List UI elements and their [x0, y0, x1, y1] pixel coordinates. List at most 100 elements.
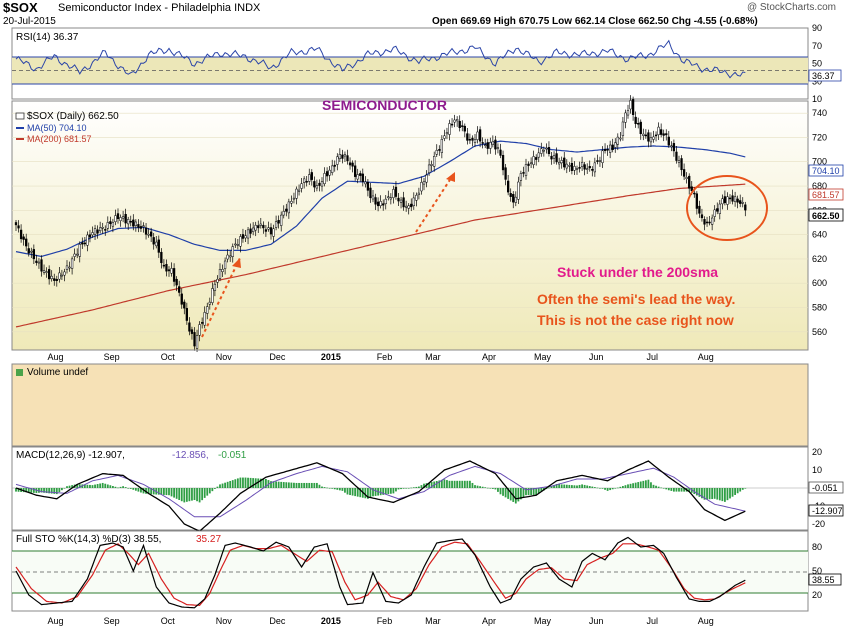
price-candle	[114, 215, 117, 222]
price-candle	[489, 142, 492, 149]
price-candle	[741, 202, 744, 204]
price-candle	[239, 236, 242, 247]
macd-histogram-bar	[384, 488, 387, 495]
macd-histogram-bar	[137, 488, 140, 492]
price-candle	[81, 242, 84, 245]
price-candle	[165, 264, 168, 272]
macd-histogram-bar	[157, 488, 160, 495]
price-candle	[175, 278, 178, 286]
price-candle	[624, 112, 627, 123]
price-candle	[537, 152, 540, 158]
macd-histogram-bar	[573, 485, 576, 488]
price-candle	[514, 196, 517, 203]
macd-histogram-bar	[356, 488, 359, 497]
macd-histogram-bar	[78, 484, 81, 488]
macd-histogram-bar	[430, 482, 433, 488]
x-axis-month-label: Dec	[269, 352, 286, 362]
macd-histogram-bar	[440, 479, 443, 488]
price-candle	[269, 227, 273, 235]
macd-histogram-bar	[530, 488, 532, 496]
stochastic-legend-a: Full STO %K(14,3) %D(3) 38.55,	[16, 534, 161, 545]
price-candle	[509, 193, 512, 197]
price-candle	[249, 228, 252, 234]
macd-histogram-bar	[581, 484, 583, 488]
price-candle	[527, 163, 530, 166]
macd-histogram-bar	[76, 484, 79, 488]
price-candle	[466, 133, 469, 141]
price-candle	[277, 219, 280, 224]
price-candle	[718, 203, 721, 214]
trend-arrow-2-head	[446, 172, 455, 182]
price-candle	[111, 222, 115, 227]
macd-histogram-bar	[397, 488, 400, 490]
stochastic-tick-label: 20	[812, 590, 822, 600]
price-candle	[512, 194, 515, 203]
macd-histogram-bar	[165, 488, 168, 496]
x-axis-month-label: Sep	[104, 352, 120, 362]
price-candle	[346, 155, 349, 162]
x-axis-month-label: Nov	[216, 352, 233, 362]
macd-histogram-bar	[423, 483, 425, 488]
price-candle	[27, 248, 30, 254]
ma200-last-label: 681.57	[812, 190, 840, 200]
price-candle	[221, 269, 224, 272]
price-candle	[435, 149, 438, 155]
macd-histogram-bar	[55, 488, 58, 495]
price-candle	[619, 137, 622, 140]
price-candle	[580, 162, 584, 168]
macd-histogram-bar	[392, 488, 395, 494]
macd-histogram-bar	[537, 488, 540, 494]
price-candle	[167, 269, 171, 272]
price-candle	[50, 275, 53, 279]
macd-histogram-bar	[224, 482, 226, 488]
macd-histogram-bar	[122, 486, 124, 488]
price-candle	[644, 134, 648, 137]
macd-tick-label: 20	[812, 447, 822, 457]
price-legend-ma50: MA(50) 704.10	[27, 123, 87, 133]
macd-histogram-bar	[364, 488, 367, 499]
price-candle	[586, 168, 589, 170]
price-candle	[675, 151, 678, 161]
macd-histogram-bar	[729, 488, 731, 499]
macd-histogram-bar	[40, 488, 43, 493]
rsi-legend: RSI(14) 36.37	[16, 32, 79, 43]
macd-histogram-bar	[214, 488, 216, 489]
macd-histogram-bar	[316, 482, 318, 488]
macd-legend-c: -0.051	[218, 450, 247, 461]
macd-histogram-bar	[395, 488, 397, 492]
price-candle	[359, 173, 362, 176]
macd-histogram-bar	[739, 488, 742, 492]
price-candle	[172, 268, 176, 282]
x-axis-month-label: Aug	[47, 616, 63, 626]
macd-panel: 20100-10-20 MACD(12,26,9) -12.907, -12.8…	[11, 446, 844, 532]
price-candle	[713, 209, 716, 217]
macd-histogram-bar	[27, 488, 30, 493]
macd-histogram-bar	[341, 488, 344, 491]
macd-histogram-bar	[346, 488, 349, 495]
price-candle	[555, 153, 558, 163]
price-candle	[292, 197, 296, 200]
macd-histogram-bar	[491, 488, 494, 489]
macd-histogram-bar	[331, 488, 334, 489]
price-candle	[303, 178, 306, 183]
macd-histogram-bar	[683, 488, 685, 492]
price-candle	[58, 272, 61, 280]
macd-histogram-bar	[469, 480, 471, 488]
price-candle	[614, 142, 617, 148]
price-candle	[652, 136, 655, 140]
macd-histogram-bar	[53, 488, 56, 494]
macd-histogram-bar	[642, 480, 645, 488]
x-axis-month-label: Aug	[698, 352, 714, 362]
x-axis-month-label: 2015	[321, 616, 341, 626]
macd-histogram-bar	[548, 487, 550, 489]
volume-panel: Volume undef	[11, 363, 809, 447]
price-candle	[611, 144, 614, 150]
price-legend-ma200: MA(200) 681.57	[27, 134, 92, 144]
price-candle	[726, 196, 729, 205]
macd-histogram-bar	[650, 482, 652, 488]
price-candle	[670, 145, 673, 148]
macd-histogram-bar	[680, 488, 683, 492]
price-candle	[736, 198, 739, 203]
macd-histogram-bar	[83, 484, 86, 488]
x-axis-month-label: Mar	[425, 352, 441, 362]
